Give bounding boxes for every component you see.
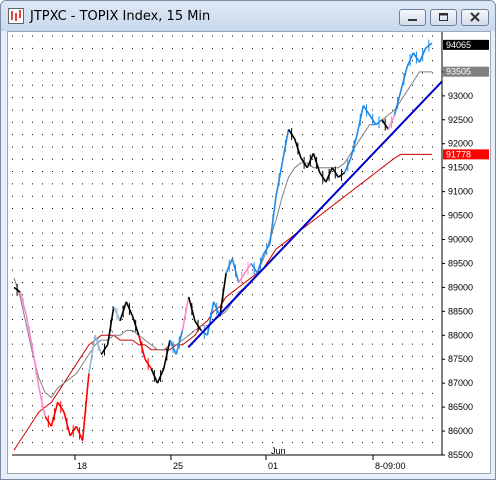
- x-annotation-label: Jun: [271, 446, 286, 456]
- x-tick-label: 01: [268, 461, 278, 471]
- chart-area[interactable]: 9350093000925009200091500910009050090000…: [7, 31, 491, 474]
- ma-slow-line: [13, 153, 432, 451]
- title-bar[interactable]: JTPXC - TOPIX Index, 15 Min: [1, 1, 495, 31]
- y-tick-label: 88500: [448, 306, 473, 316]
- ma-fast-line: [13, 71, 432, 399]
- y-tick-label: 91000: [448, 187, 473, 197]
- ma-slow-value-label: 91778: [446, 149, 471, 159]
- price-chart[interactable]: 9350093000925009200091500910009050090000…: [8, 32, 490, 473]
- y-tick-label: 85500: [448, 450, 473, 460]
- trendline: [187, 80, 443, 348]
- last-price-label-box: [443, 39, 489, 50]
- y-tick-label: 90000: [448, 235, 473, 245]
- minimize-button[interactable]: [399, 9, 426, 26]
- x-tick-label: 8-09:00: [375, 461, 406, 471]
- trendline-segment[interactable]: [187, 80, 443, 348]
- candlestick-chart-icon[interactable]: [8, 8, 24, 24]
- y-tick-label: 88000: [448, 330, 473, 340]
- maximize-icon: [439, 13, 448, 21]
- y-tick-label: 90500: [448, 211, 473, 221]
- moving-averages: [13, 71, 432, 451]
- y-tick-label: 91500: [448, 163, 473, 173]
- last-price-label: 94065: [446, 40, 471, 50]
- price-labels: 94065 93505 91778: [443, 39, 489, 160]
- ma-fast-value-label-box: [443, 66, 489, 77]
- close-button[interactable]: [461, 9, 489, 26]
- window-title: JTPXC - TOPIX Index, 15 Min: [30, 9, 211, 24]
- y-tick-label: 93000: [448, 91, 473, 101]
- close-icon: [470, 12, 480, 22]
- y-tick-label: 92000: [448, 139, 473, 149]
- y-tick-label: 89000: [448, 282, 473, 292]
- minimize-icon: [408, 19, 417, 21]
- maximize-button[interactable]: [430, 9, 457, 26]
- y-tick-label: 92500: [448, 115, 473, 125]
- y-tick-label: 87000: [448, 378, 473, 388]
- grid: [12, 35, 442, 456]
- price-series: [13, 39, 433, 441]
- y-tick-label: 87500: [448, 354, 473, 364]
- ma-slow-value-label-box: [443, 149, 489, 160]
- y-tick-label: 89500: [448, 258, 473, 268]
- x-tick-label: 18: [77, 461, 87, 471]
- y-tick-label: 86000: [448, 426, 473, 436]
- ma-fast-value-label: 93505: [446, 67, 471, 77]
- x-tick-label: 25: [173, 461, 183, 471]
- y-tick-label: 86500: [448, 402, 473, 412]
